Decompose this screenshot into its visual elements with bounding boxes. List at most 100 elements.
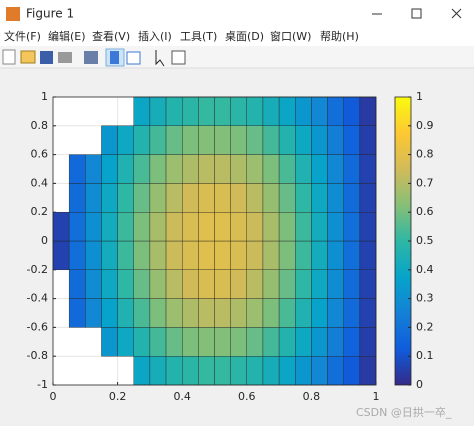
heat-cell [262,211,280,242]
heat-cell [295,125,312,155]
heat-cell [327,183,344,213]
heat-cell [262,96,280,126]
heat-cell [165,327,183,357]
heat-cell [133,183,151,213]
heat-cell [295,269,312,299]
heat-cell [278,240,296,270]
maximize-button[interactable] [411,8,422,19]
colorbar-tick-label: 0.5 [416,234,434,247]
heat-cell [85,211,102,242]
heat-cell [359,96,377,126]
heat-cell [149,154,167,184]
y-tick-label: -0.4 [27,292,48,305]
y-tick-label: -1 [37,378,48,391]
heat-cell [246,298,264,328]
heat-cell [327,327,344,357]
heat-cell [278,327,296,357]
property-button[interactable] [171,50,186,65]
heat-cell [343,240,361,270]
heat-cell [246,356,264,386]
legend-button[interactable] [126,51,141,65]
menu-item[interactable]: 工具(T) [180,30,217,43]
heat-cell [278,125,296,155]
heat-cell [359,183,377,213]
heat-cell [295,183,312,213]
heat-cell [181,183,199,213]
heat-cell [214,154,231,184]
new-button[interactable] [2,49,16,65]
heat-cell [343,154,361,184]
heat-cell [278,298,296,328]
heat-cell [311,154,328,184]
heat-cell [198,298,215,328]
heat-cell [246,269,264,299]
heat-cell [359,269,377,299]
heat-cell [68,154,86,184]
heat-cell [117,269,134,299]
heat-cell [165,356,183,386]
menu-item[interactable]: 插入(I) [138,29,172,43]
heat-cell [327,298,344,328]
menu-item[interactable]: 桌面(D) [225,30,264,43]
heat-cell [101,211,118,242]
heat-cell [181,211,199,242]
heat-cell [359,154,377,184]
save-button[interactable] [40,51,53,64]
open-button[interactable] [20,50,36,64]
colorbar-tick-label: 0.9 [416,119,434,132]
colorbar-tick-label: 0.7 [416,176,434,189]
menu-item[interactable]: 查看(V) [92,29,130,43]
colorbar-tick-label: 0.1 [416,349,434,362]
menu-bar [0,28,474,46]
pointer-button[interactable] [155,50,165,67]
heat-cell [214,96,231,126]
heat-cell [117,154,134,184]
colorbar-tick-label: 0.4 [416,263,434,276]
colorbar-tick-label: 0 [416,378,423,391]
heat-cell [165,298,183,328]
heat-cell [181,125,199,155]
heat-cell [181,356,199,386]
heat-cell [327,154,344,184]
heat-cell [295,327,312,357]
heat-cell [214,240,231,270]
y-tick-label: 0.6 [31,148,49,161]
heat-cell [295,240,312,270]
x-tick-label: 1 [373,390,380,403]
heat-cell [295,298,312,328]
menu-item[interactable]: 窗口(W) [270,29,311,43]
heat-cell [246,211,264,242]
heat-cell [165,125,183,155]
menu-item[interactable]: 帮助(H) [320,29,359,43]
heat-cell [133,211,151,242]
heat-cell [246,125,264,155]
heat-cell [117,211,134,242]
heat-cell [149,96,167,126]
heat-cell [214,269,231,299]
heat-cell [52,240,70,270]
heat-cell [165,96,183,126]
heat-cell [133,125,151,155]
heat-cell [181,96,199,126]
heat-cell [117,183,134,213]
heat-cell [327,211,344,242]
heat-cell [198,240,215,270]
heat-cell [311,240,328,270]
heat-cell [278,269,296,299]
menu-item[interactable]: 文件(F) [4,29,41,43]
heat-cell [214,183,231,213]
colorbar-icon [110,51,119,64]
axes-box [52,96,377,386]
heat-cell [165,183,183,213]
close-button[interactable] [451,8,462,19]
print-button[interactable] [58,52,72,63]
heat-cell [295,211,312,242]
heat-cell [149,183,167,213]
link-button[interactable] [84,51,98,64]
menu-item[interactable]: 编辑(E) [48,29,86,43]
heat-cell [327,96,344,126]
heat-cell [198,96,215,126]
heat-cell [198,154,215,184]
heat-cell [101,125,118,155]
